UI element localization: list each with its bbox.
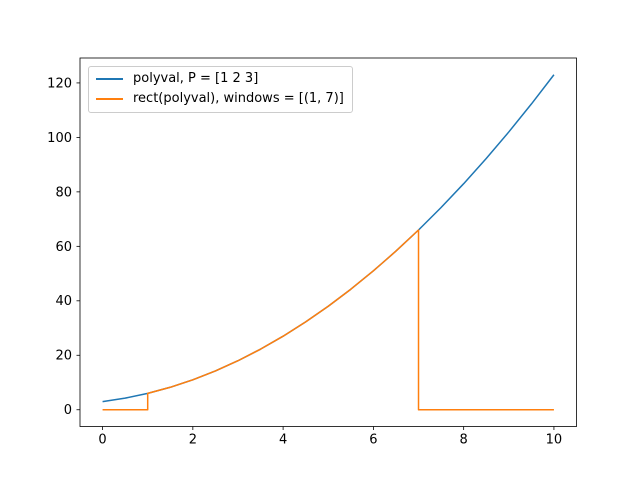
x-tick-label: 2	[189, 432, 197, 447]
series-rect-polyval-line	[102, 229, 554, 411]
legend-label-rect-polyval: rect(polyval), windows = [(1, 7)]	[133, 91, 344, 106]
x-tick-label: 4	[279, 432, 287, 447]
legend: polyval, P = [1 2 3] rect(polyval), wind…	[88, 66, 353, 113]
y-tick-label: 20	[55, 349, 72, 364]
axes-frame	[79, 57, 577, 427]
y-tick-label: 60	[55, 240, 72, 255]
x-tick-label: 8	[460, 432, 468, 447]
y-axis: 0 20 40 60 80 100 120	[47, 76, 80, 418]
x-axis: 0 2 4 6 8 10	[98, 426, 563, 447]
y-tick-label: 40	[55, 294, 72, 309]
x-tick-label: 10	[546, 432, 563, 447]
y-tick-label: 120	[47, 76, 72, 91]
y-tick-label: 0	[64, 403, 72, 418]
legend-line-swatch-rect-polyval	[96, 98, 123, 100]
legend-item-polyval: polyval, P = [1 2 3]	[96, 71, 344, 87]
legend-item-rect-polyval: rect(polyval), windows = [(1, 7)]	[96, 91, 344, 107]
legend-label-polyval: polyval, P = [1 2 3]	[133, 71, 259, 86]
y-tick-label: 100	[47, 131, 72, 146]
x-tick-label: 0	[98, 432, 106, 447]
y-tick-label: 80	[55, 185, 72, 200]
series-polyval-line	[102, 74, 555, 403]
legend-line-swatch-polyval	[96, 78, 123, 80]
x-tick-label: 6	[369, 432, 377, 447]
